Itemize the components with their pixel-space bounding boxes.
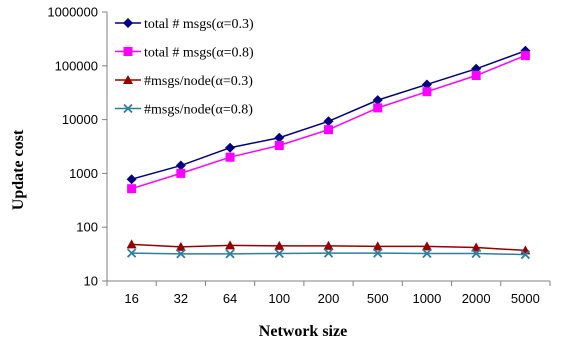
x-tick-label: 5000 bbox=[511, 291, 540, 306]
legend-label: total # msgs(α=0.8) bbox=[144, 46, 254, 61]
data-point bbox=[324, 125, 333, 135]
y-tick-label: 10000 bbox=[62, 112, 98, 127]
data-point bbox=[471, 248, 481, 259]
data-point bbox=[323, 116, 334, 127]
data-point bbox=[373, 248, 383, 258]
x-tick-group: 16 32 64 100 200 500 1000 2000 5000 bbox=[106, 281, 551, 306]
data-point bbox=[372, 95, 383, 106]
data-point bbox=[274, 248, 284, 259]
x-axis-title: Network size bbox=[259, 323, 347, 340]
y-tick-label: 1000000 bbox=[47, 5, 98, 20]
data-point bbox=[176, 168, 186, 178]
data-point bbox=[127, 184, 137, 194]
data-point bbox=[176, 249, 186, 259]
data-point bbox=[421, 241, 432, 251]
data-point bbox=[225, 240, 236, 250]
y-tick-label: 10 bbox=[84, 274, 98, 289]
data-point bbox=[471, 242, 482, 252]
data-point bbox=[323, 248, 334, 258]
legend: total # msgs(α=0.3) total # msgs(α=0.8) #m… bbox=[115, 17, 254, 118]
data-point bbox=[373, 103, 383, 113]
x-tick-label: 100 bbox=[268, 291, 290, 306]
series-2 bbox=[127, 51, 530, 194]
data-point bbox=[520, 51, 530, 61]
y-tick-group: 10 100 1000 10000 100000 1000000 bbox=[47, 5, 107, 289]
series-group bbox=[126, 45, 531, 260]
data-point bbox=[225, 152, 235, 162]
series-1 bbox=[126, 45, 531, 185]
x-tick-label: 1000 bbox=[412, 291, 441, 306]
x-tick-label: 500 bbox=[367, 291, 389, 306]
data-point bbox=[274, 141, 284, 151]
axes bbox=[106, 12, 550, 282]
data-point bbox=[175, 241, 186, 251]
y-tick-label: 100000 bbox=[55, 58, 98, 73]
legend-label: #msgs/node(α=0.3) bbox=[144, 74, 253, 89]
data-point bbox=[126, 239, 137, 249]
legend-label: #msgs/node(α=0.8) bbox=[144, 103, 253, 118]
data-point bbox=[175, 160, 186, 171]
data-point bbox=[274, 132, 285, 143]
data-point bbox=[520, 249, 531, 260]
legend-item: total # msgs(α=0.8) bbox=[115, 46, 254, 61]
data-point bbox=[126, 174, 137, 185]
x-tick-label: 200 bbox=[318, 291, 340, 306]
legend-marker bbox=[123, 103, 133, 114]
data-point bbox=[471, 71, 481, 81]
x-tick-label: 64 bbox=[223, 291, 237, 306]
legend-item: total # msgs(α=0.3) bbox=[115, 17, 254, 32]
legend-item: #msgs/node(α=0.8) bbox=[115, 103, 253, 118]
y-tick-label: 100 bbox=[76, 220, 98, 235]
data-point bbox=[225, 249, 235, 259]
data-point bbox=[274, 240, 285, 250]
legend-item: #msgs/node(α=0.3) bbox=[115, 74, 253, 89]
data-point bbox=[225, 142, 236, 153]
data-point bbox=[372, 241, 383, 251]
legend-marker bbox=[123, 18, 133, 28]
legend-marker bbox=[123, 75, 133, 84]
data-point bbox=[421, 79, 432, 90]
legend-label: total # msgs(α=0.3) bbox=[144, 17, 254, 32]
y-tick-label: 1000 bbox=[69, 166, 98, 181]
data-point bbox=[422, 248, 432, 259]
x-tick-label: 2000 bbox=[462, 291, 491, 306]
x-tick-label: 16 bbox=[124, 291, 138, 306]
x-tick-label: 32 bbox=[174, 291, 188, 306]
data-point bbox=[126, 248, 137, 258]
y-axis-title: Update cost bbox=[10, 129, 27, 210]
data-point bbox=[422, 87, 432, 97]
series-4 bbox=[126, 248, 531, 260]
data-point bbox=[323, 240, 334, 250]
legend-marker bbox=[123, 47, 133, 56]
